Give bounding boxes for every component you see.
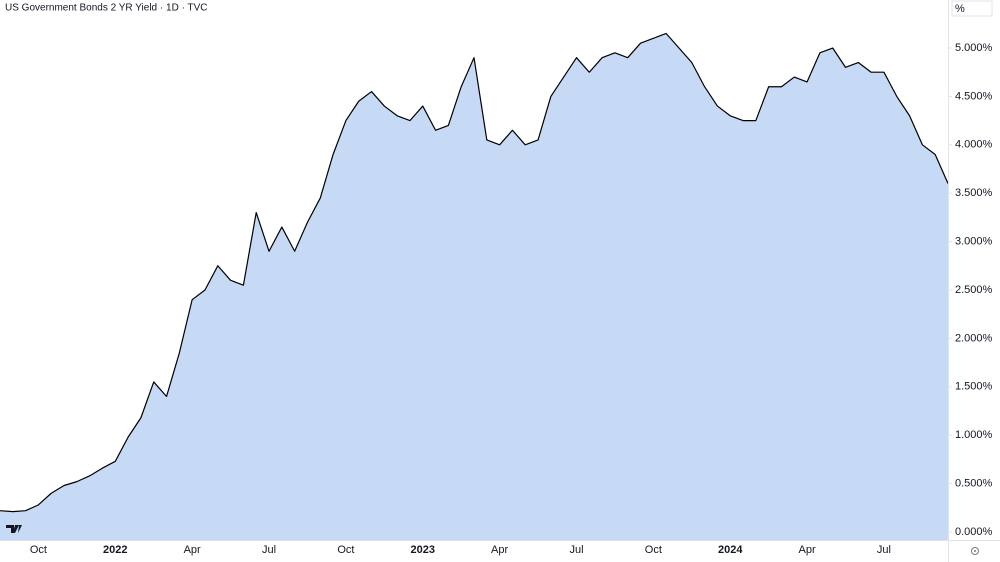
y-tick-label: 0.500% (955, 477, 993, 489)
x-tick-label: Jul (262, 544, 276, 556)
chart-title: US Government Bonds 2 YR Yield · 1D · TV… (5, 3, 208, 14)
x-tick-label: 2023 (411, 544, 435, 556)
settings-icon[interactable] (971, 547, 979, 555)
x-tick-label: Apr (184, 544, 201, 556)
line (0, 32, 949, 513)
y-tick-label: 2.000% (955, 332, 993, 344)
y-tick-label: 3.500% (955, 187, 993, 199)
x-tick-label: Oct (337, 544, 354, 556)
x-tick-label: Jul (877, 544, 891, 556)
y-tick-label: 5.000% (955, 42, 993, 54)
x-tick-label: Oct (645, 544, 662, 556)
y-tick-label: 4.000% (955, 139, 993, 151)
y-tick-label: 3.000% (955, 235, 993, 247)
unit-box[interactable] (951, 0, 993, 17)
x-tick-label: Oct (30, 544, 47, 556)
y-tick-label: 2.500% (955, 284, 993, 296)
logo[interactable] (6, 525, 22, 533)
x-tick-label: 2024 (718, 544, 743, 556)
settings-dot[interactable] (974, 550, 976, 552)
unit-label: % (955, 3, 965, 15)
x-tick-label: Apr (491, 544, 508, 556)
area-fill (0, 33, 948, 541)
y-tick-label: 1.500% (955, 381, 993, 393)
x-tick-label: Jul (569, 544, 583, 556)
x-tick-label: 2022 (103, 544, 127, 556)
y-tick-label: 4.500% (955, 90, 993, 102)
y-tick-label: 0.000% (955, 526, 993, 538)
logo-mark[interactable] (6, 525, 22, 533)
y-tick-label: 1.000% (955, 429, 993, 441)
settings-ring[interactable] (971, 547, 979, 555)
x-tick-label: Apr (799, 544, 816, 556)
